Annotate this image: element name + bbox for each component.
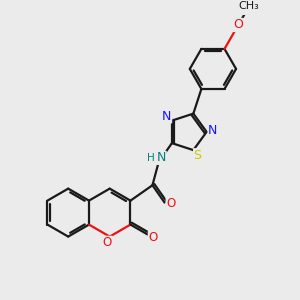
Text: O: O [233,19,243,32]
Text: O: O [166,197,176,211]
Text: N: N [162,110,172,123]
Text: O: O [148,231,158,244]
Text: O: O [103,236,112,249]
Text: CH₃: CH₃ [239,1,260,11]
Text: N: N [208,124,218,137]
Text: S: S [194,149,202,162]
Text: N: N [157,152,166,164]
Text: H: H [147,153,154,163]
